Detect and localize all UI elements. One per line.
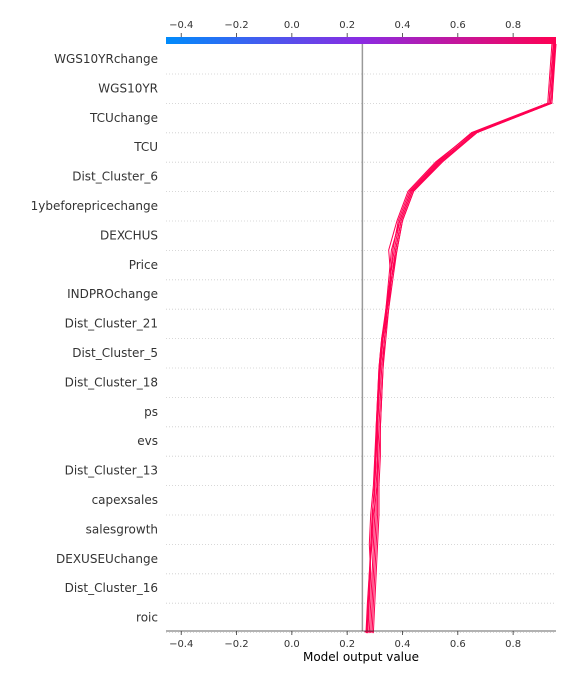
decision-line <box>363 43 556 634</box>
x-axis-title: Model output value <box>303 650 419 664</box>
feature-label: evs <box>137 434 158 448</box>
bottom-tick-label: 0.4 <box>395 639 411 650</box>
top-tick-label: 0.4 <box>395 20 411 31</box>
feature-label: salesgrowth <box>86 522 158 536</box>
bottom-tick-label: 0.8 <box>505 639 521 650</box>
colorbar <box>166 37 556 44</box>
top-tick-label: 0.0 <box>284 20 300 31</box>
feature-label: Dist_Cluster_16 <box>65 581 158 595</box>
bottom-tick-label: 0.6 <box>450 639 466 650</box>
bottom-tick-label: 0.0 <box>284 639 300 650</box>
grid-lines <box>166 73 556 633</box>
decision-lines <box>363 43 557 634</box>
bottom-tick-label: 0.2 <box>339 639 355 650</box>
feature-label: capexsales <box>92 493 158 507</box>
feature-label: Dist_Cluster_21 <box>65 317 158 331</box>
feature-label: Dist_Cluster_6 <box>72 170 158 184</box>
feature-label: WGS10YRchange <box>54 52 158 66</box>
top-tick-label: 0.6 <box>450 20 466 31</box>
bottom-tick-label: −0.2 <box>224 639 248 650</box>
feature-label: Dist_Cluster_18 <box>65 375 158 389</box>
feature-label: Price <box>129 258 158 272</box>
bottom-tick-label: −0.4 <box>169 639 193 650</box>
feature-label: ps <box>144 405 158 419</box>
decision-line <box>371 43 557 634</box>
decision-line <box>370 43 556 634</box>
top-axis-ticks: −0.4 −0.2 0.0 0.2 0.4 0.6 0.8 <box>169 20 521 37</box>
decision-line <box>365 43 554 634</box>
feature-label: TCUchange <box>89 111 158 125</box>
top-tick-label: −0.4 <box>169 20 193 31</box>
feature-label: roic <box>136 611 158 625</box>
feature-label: Dist_Cluster_5 <box>72 346 158 360</box>
decision-line <box>367 43 553 634</box>
decision-line <box>368 43 555 634</box>
bottom-axis-ticks: −0.4 −0.2 0.0 0.2 0.4 0.6 0.8 <box>169 631 521 650</box>
feature-label: WGS10YR <box>98 81 158 95</box>
top-tick-label: 0.8 <box>505 20 521 31</box>
feature-label: TCU <box>133 140 158 154</box>
top-tick-label: 0.2 <box>339 20 355 31</box>
feature-label: INDPROchange <box>67 287 158 301</box>
top-tick-label: −0.2 <box>224 20 248 31</box>
feature-labels: WGS10YRchange WGS10YR TCUchange TCU Dist_Clu… <box>31 52 158 625</box>
feature-label: DEXUSEUchange <box>56 552 158 566</box>
feature-label: Dist_Cluster_13 <box>65 464 158 478</box>
feature-label: 1ybeforepricechange <box>31 199 158 213</box>
feature-label: DEXCHUS <box>100 228 158 242</box>
